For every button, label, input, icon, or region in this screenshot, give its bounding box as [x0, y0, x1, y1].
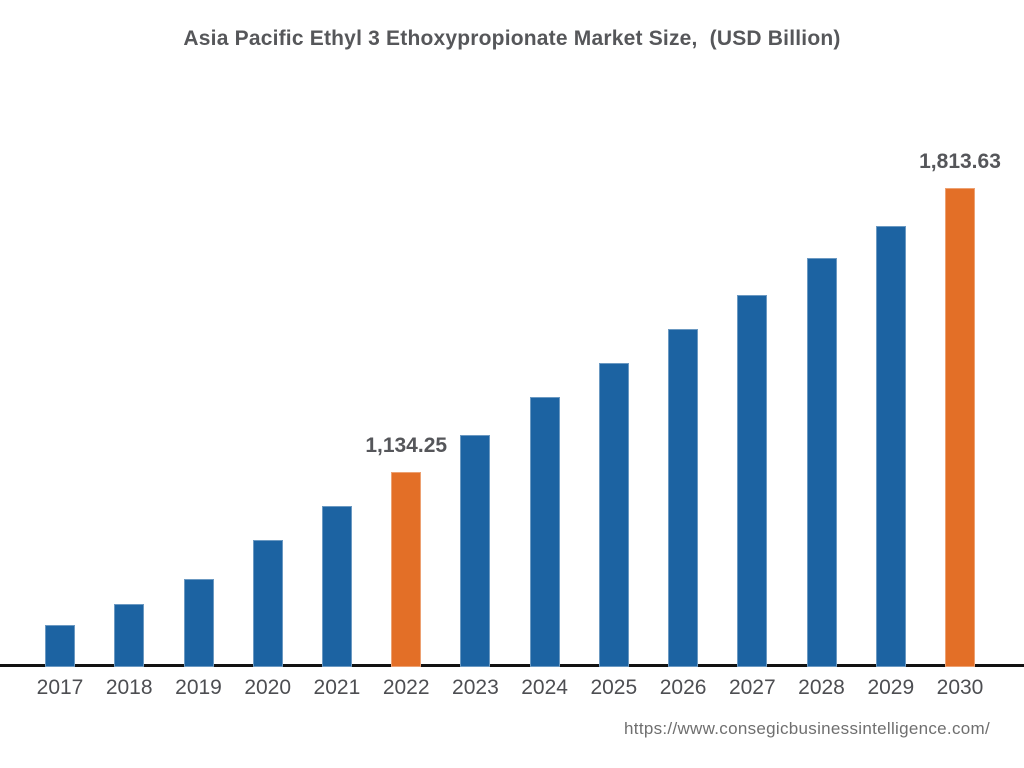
bar-2023	[460, 434, 491, 667]
x-tick-2027: 2027	[728, 676, 776, 699]
data-label-2022: 1,134.25	[365, 433, 448, 457]
x-tick-2017: 2017	[36, 676, 84, 699]
data-label-2030: 1,813.63	[919, 150, 1001, 173]
x-tick-2024: 2024	[521, 676, 568, 699]
bar-2019	[183, 578, 214, 667]
x-tick-2023: 2023	[452, 676, 499, 699]
bar-2020	[252, 539, 283, 667]
x-tick-2021: 2021	[313, 676, 361, 699]
x-tick-2022: 2022	[382, 676, 430, 699]
bar-2028	[806, 257, 837, 667]
bar-2025	[598, 362, 629, 667]
x-tick-2018: 2018	[105, 676, 153, 699]
bar-2022	[391, 471, 422, 667]
x-tick-2020: 2020	[244, 676, 292, 699]
bar-2027	[737, 294, 768, 667]
x-tick-2025: 2025	[590, 676, 638, 699]
bar-2021	[321, 505, 352, 667]
bar-2024	[529, 396, 560, 667]
x-axis-line	[0, 664, 1024, 667]
chart-title: Asia Pacific Ethyl 3 Ethoxypropionate Ma…	[183, 27, 841, 50]
x-tick-2029: 2029	[867, 676, 915, 699]
x-tick-2028: 2028	[798, 676, 845, 699]
x-tick-2019: 2019	[175, 676, 222, 699]
x-tick-2030: 2030	[936, 676, 984, 699]
bar-2029	[875, 225, 906, 667]
bar-2026	[668, 329, 699, 667]
bar-2030	[945, 188, 975, 667]
bar-2018	[114, 603, 145, 667]
source-url-text: https://www.consegicbusinessintelligence…	[624, 719, 990, 738]
bar-2017	[45, 624, 75, 667]
x-tick-2026: 2026	[659, 676, 707, 699]
